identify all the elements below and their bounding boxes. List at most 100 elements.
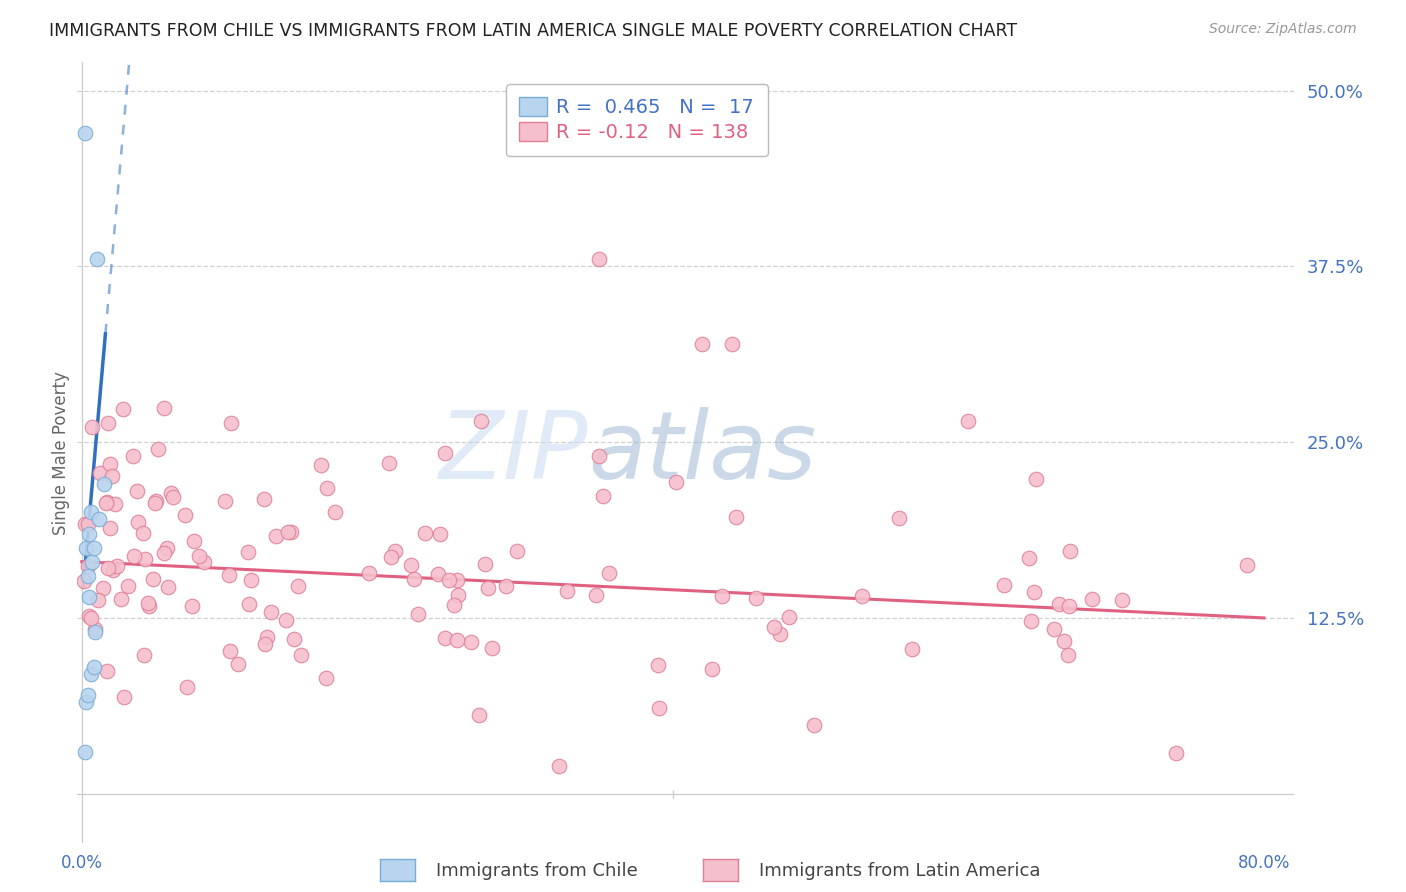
Point (437, 574, 460, 588)
Point (101, 469, 124, 483)
Point (96, 495, 118, 509)
Point (174, 508, 197, 523)
Point (86, 252, 108, 267)
Point (665, 475, 688, 490)
Point (384, 544, 406, 558)
Point (80, 611, 103, 625)
Point (238, 597, 260, 611)
Point (76, 688, 98, 702)
Point (592, 489, 614, 503)
Point (277, 525, 299, 540)
Point (87, 593, 110, 607)
Point (276, 613, 298, 627)
Point (477, 581, 499, 595)
Point (724, 509, 747, 524)
Point (1081, 591, 1104, 606)
Point (406, 607, 429, 621)
Point (434, 446, 457, 460)
Point (75, 541, 97, 555)
Point (100, 521, 122, 535)
Point (226, 657, 249, 672)
Point (744, 591, 766, 606)
Point (1047, 597, 1070, 611)
Point (1057, 648, 1080, 663)
Point (117, 579, 139, 593)
Point (702, 661, 724, 675)
Point (447, 588, 470, 602)
Point (377, 456, 399, 470)
Point (76, 568, 98, 582)
Point (176, 681, 198, 695)
Point (429, 527, 451, 541)
Point (901, 641, 924, 656)
Point (402, 573, 425, 587)
Point (316, 481, 339, 495)
Point (73, 574, 96, 588)
Point (253, 637, 276, 651)
Point (77, 590, 100, 604)
Point (413, 525, 436, 540)
Text: IMMIGRANTS FROM CHILE VS IMMIGRANTS FROM LATIN AMERICA SINGLE MALE POVERTY CORRE: IMMIGRANTS FROM CHILE VS IMMIGRANTS FROM… (49, 22, 1018, 40)
Point (240, 573, 263, 587)
Point (555, 583, 578, 598)
Point (83, 660, 105, 674)
Point (152, 547, 174, 561)
Point (134, 552, 156, 566)
Point (142, 572, 165, 586)
Point (73, 126, 96, 140)
Point (256, 631, 278, 645)
Point (762, 619, 785, 633)
Point (219, 416, 242, 430)
Point (1043, 622, 1066, 636)
Point (77, 517, 100, 532)
Point (180, 599, 202, 614)
Point (153, 401, 176, 415)
Point (238, 545, 260, 559)
Point (112, 690, 135, 705)
Point (433, 631, 456, 645)
Text: ZIP: ZIP (439, 407, 588, 499)
Point (311, 458, 333, 473)
Point (84, 625, 107, 640)
Point (325, 505, 347, 519)
Point (125, 484, 148, 499)
Point (481, 641, 503, 656)
Point (1053, 633, 1076, 648)
Point (134, 648, 156, 663)
Point (769, 627, 792, 641)
Point (100, 457, 122, 471)
Point (460, 635, 482, 649)
Point (84, 622, 107, 636)
Point (183, 534, 205, 549)
Point (957, 414, 980, 428)
Point (156, 541, 179, 556)
Point (96, 495, 118, 509)
Point (77, 526, 100, 541)
Point (505, 543, 527, 558)
Point (647, 658, 669, 673)
Point (132, 526, 155, 541)
Point (143, 496, 166, 510)
Point (187, 549, 209, 564)
Point (79, 506, 101, 520)
Point (103, 563, 125, 577)
Point (443, 598, 465, 612)
Point (162, 490, 184, 504)
Point (474, 557, 496, 571)
Point (401, 558, 423, 572)
Point (588, 252, 610, 267)
Point (495, 579, 517, 593)
Point (1236, 558, 1258, 572)
Point (77, 609, 100, 624)
Point (380, 549, 402, 564)
Point (79, 667, 101, 681)
Point (1018, 550, 1040, 565)
Point (91, 581, 114, 595)
Point (138, 599, 160, 614)
Legend: R =  0.465   N =  17, R = -0.12   N = 138: R = 0.465 N = 17, R = -0.12 N = 138 (506, 84, 768, 156)
Point (73, 516, 96, 531)
Point (146, 442, 169, 456)
Point (122, 549, 145, 563)
Point (585, 587, 607, 601)
Point (157, 580, 180, 594)
